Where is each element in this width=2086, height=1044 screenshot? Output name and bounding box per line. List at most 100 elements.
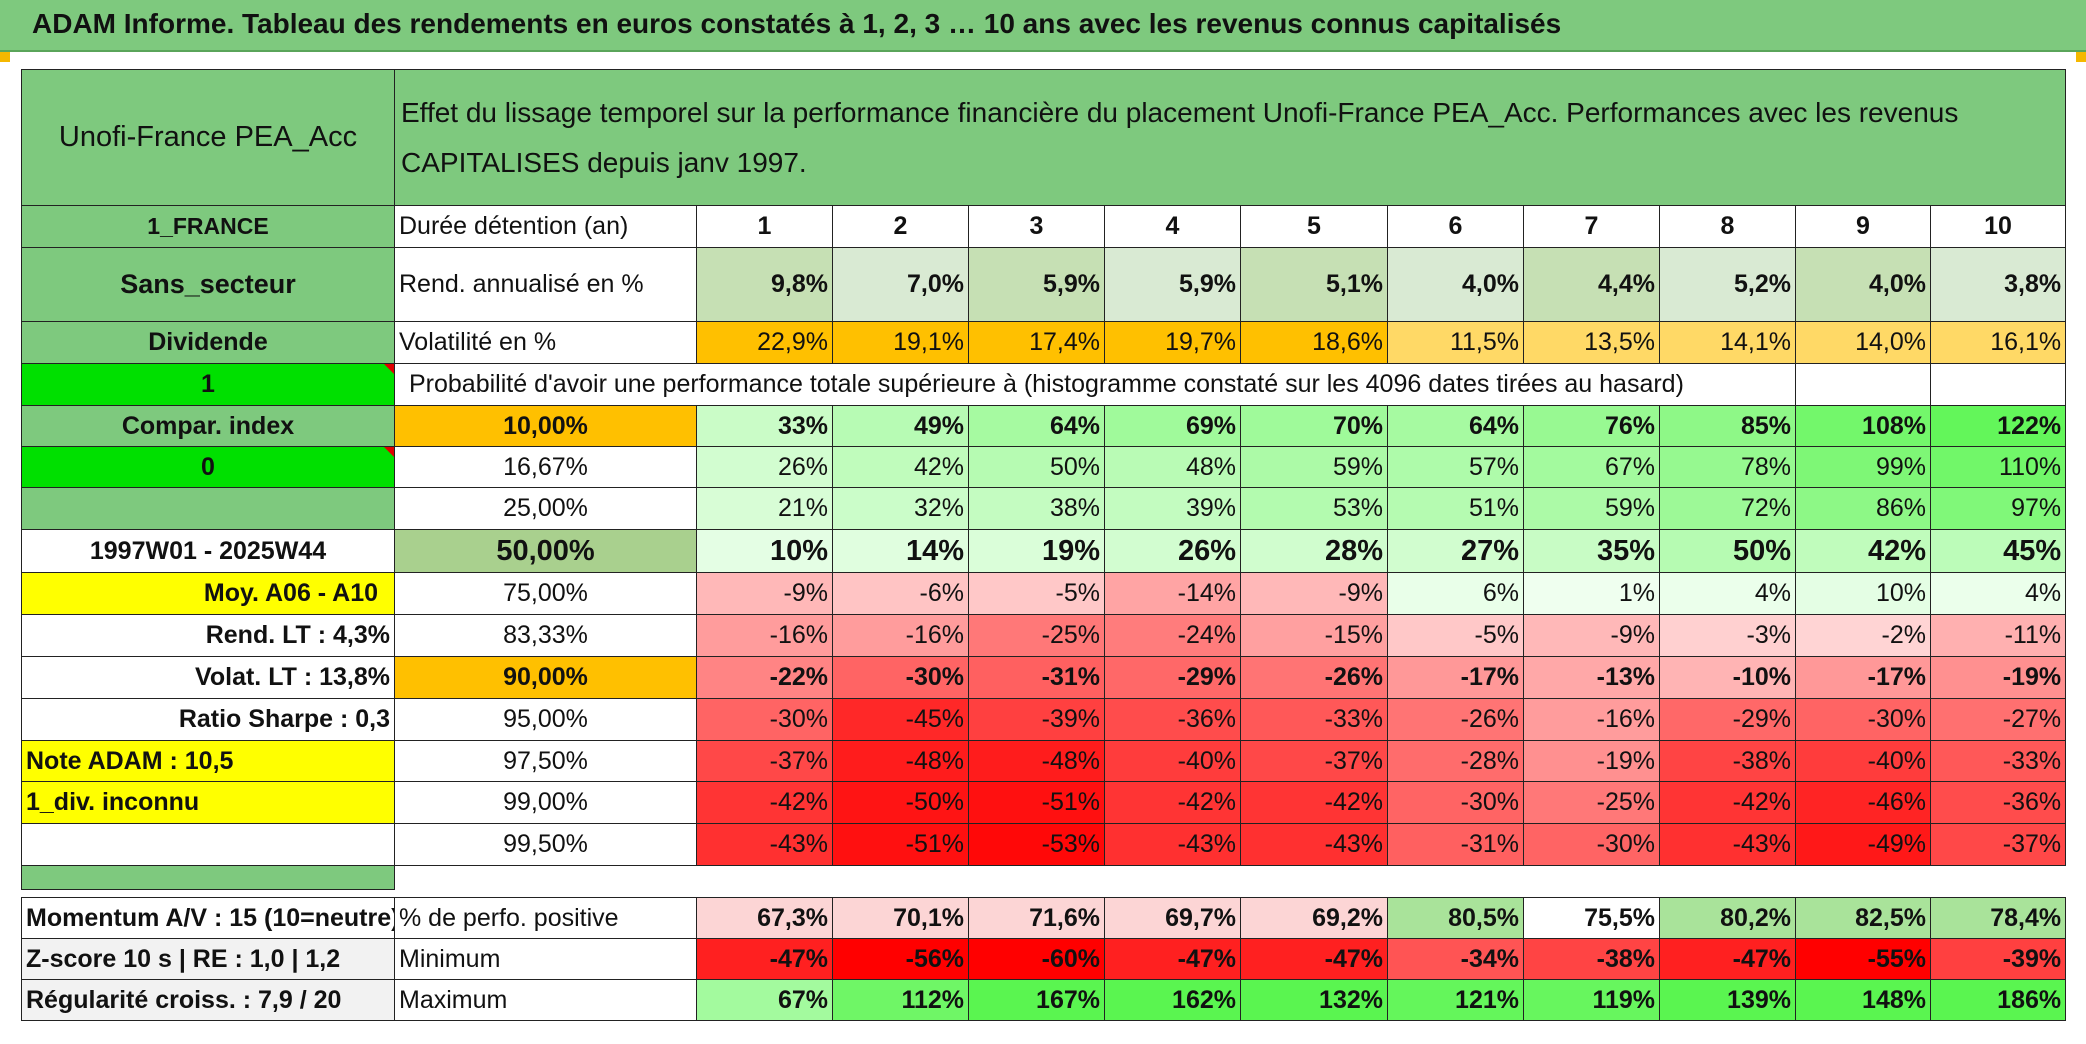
- spacer-cell: [394, 865, 2066, 890]
- rend-value: 4,0%: [1795, 247, 1931, 322]
- percentile-label: 99,50%: [394, 823, 697, 866]
- maximum-value: 162%: [1104, 979, 1241, 1021]
- percentile-value: -38%: [1659, 740, 1796, 782]
- percentile-value: 108%: [1795, 405, 1931, 447]
- percentile-value: -48%: [832, 740, 969, 782]
- perf-pos-value: 69,7%: [1104, 897, 1241, 939]
- row-perf-pos: Momentum A/V : 15 (10=neutre) % de perfo…: [21, 897, 2067, 939]
- percentile-value: -43%: [1659, 823, 1796, 866]
- rend-value: 5,9%: [968, 247, 1105, 322]
- perf-pos-value: 78,4%: [1929, 897, 2067, 939]
- percentile-value: -24%: [1104, 614, 1241, 657]
- percentile-value: -45%: [832, 698, 969, 741]
- percentile-value: 39%: [1104, 487, 1241, 530]
- row-p0: Compar. index 10,00% 33% 49% 64% 69% 70% 64% 76…: [21, 405, 2067, 447]
- year-header: 4: [1104, 205, 1241, 248]
- percentile-value: -37%: [696, 740, 833, 782]
- note-cell: Note ADAM : 10,5: [21, 740, 395, 782]
- minimum-value: -47%: [1240, 938, 1388, 980]
- percentile-value: 50%: [968, 446, 1105, 488]
- percentile-value: -48%: [968, 740, 1105, 782]
- zone-cell: 1_FRANCE: [21, 205, 395, 248]
- table-body: Unofi-France PEA_Acc Effet du lissage te…: [21, 69, 2067, 1021]
- empty-green-cell: [21, 487, 395, 530]
- row-min: Z-score 10 s | RE : 1,0 | 1,2 Minimum -4…: [21, 938, 2067, 980]
- percentile-value: -19%: [1929, 656, 2067, 699]
- perf-pos-value: 67,3%: [696, 897, 833, 939]
- rend-value: 5,1%: [1240, 247, 1388, 322]
- percentile-value: -10%: [1659, 656, 1796, 699]
- percentile-value: -25%: [1523, 781, 1660, 824]
- percentile-value: -50%: [832, 781, 969, 824]
- percentile-value: -5%: [1387, 614, 1524, 657]
- spacer-row: [21, 889, 2066, 898]
- percentile-value: -19%: [1523, 740, 1660, 782]
- rend-value: 3,8%: [1929, 247, 2067, 322]
- minimum-value: -47%: [1659, 938, 1796, 980]
- percentile-value: 78%: [1659, 446, 1796, 488]
- percentile-value: -15%: [1240, 614, 1388, 657]
- year-header: 2: [832, 205, 969, 248]
- percentile-value: -16%: [696, 614, 833, 657]
- row-rend: Sans_secteur Rend. annualisé en % 9,8% 7,…: [21, 247, 2067, 322]
- performance-table: Unofi-France PEA_Acc Effet du lissage te…: [21, 69, 2067, 1021]
- volat-value: 11,5%: [1387, 321, 1524, 364]
- volat-label: Volatilité en %: [394, 321, 697, 364]
- spacer-green-cell: [21, 865, 395, 890]
- row-p1: 0 16,67% 26% 42% 50% 48% 59% 57% 67% 78% 99% 110%: [21, 446, 2067, 488]
- percentile-label: 75,00%: [394, 572, 697, 615]
- percentile-label: 95,00%: [394, 698, 697, 741]
- percentile-value: 64%: [1387, 405, 1524, 447]
- percentile-value: -53%: [968, 823, 1105, 866]
- compar-cell: Compar. index: [21, 405, 395, 447]
- percentile-value: 19%: [968, 529, 1105, 573]
- percentile-value: 4%: [1659, 572, 1796, 615]
- year-header: 9: [1795, 205, 1931, 248]
- maximum-value: 148%: [1795, 979, 1931, 1021]
- perf-pos-value: 80,2%: [1659, 897, 1796, 939]
- percentile-value: -26%: [1387, 698, 1524, 741]
- empty-cell: [1795, 363, 1931, 406]
- percentile-value: 99%: [1795, 446, 1931, 488]
- row-max: Régularité croiss. : 7,9 / 20 Maximum 67…: [21, 979, 2067, 1021]
- percentile-value: -30%: [1795, 698, 1931, 741]
- year-header: 1: [696, 205, 833, 248]
- percentile-value: 85%: [1659, 405, 1796, 447]
- fund-name-cell: Unofi-France PEA_Acc: [21, 69, 395, 206]
- rend-value: 5,2%: [1659, 247, 1796, 322]
- rend-label: Rend. annualisé en %: [394, 247, 697, 322]
- zscore-cell: Z-score 10 s | RE : 1,0 | 1,2: [21, 938, 395, 980]
- percentile-value: -42%: [1659, 781, 1796, 824]
- percentile-value: -17%: [1387, 656, 1524, 699]
- duree-label: Durée détention (an): [394, 205, 697, 248]
- regularite-cell: Régularité croiss. : 7,9 / 20: [21, 979, 395, 1021]
- perf-pos-value: 82,5%: [1795, 897, 1931, 939]
- empty-cell: [21, 823, 395, 866]
- minimum-value: -47%: [696, 938, 833, 980]
- percentile-value: -42%: [696, 781, 833, 824]
- corner-marker: [0, 52, 10, 62]
- maximum-value: 112%: [832, 979, 969, 1021]
- percentile-value: 1%: [1523, 572, 1660, 615]
- volat-value: 14,0%: [1795, 321, 1931, 364]
- year-header: 5: [1240, 205, 1388, 248]
- percentile-value: -42%: [1240, 781, 1388, 824]
- percentile-value: 10%: [696, 529, 833, 573]
- maximum-value: 167%: [968, 979, 1105, 1021]
- title-bar: ADAM Informe. Tableau des rendements en …: [0, 0, 2086, 52]
- percentile-value: -28%: [1387, 740, 1524, 782]
- description-cell: Effet du lissage temporel sur la perform…: [393, 69, 2067, 206]
- row-volat: Dividende Volatilité en % 22,9% 19,1% 17,4…: [21, 321, 2067, 364]
- percentile-value: -30%: [832, 656, 969, 699]
- volat-lt-cell: Volat. LT : 13,8%: [21, 656, 395, 699]
- percentile-value: 42%: [832, 446, 969, 488]
- year-header: 3: [968, 205, 1105, 248]
- volat-value: 13,5%: [1523, 321, 1660, 364]
- percentile-value: -40%: [1795, 740, 1931, 782]
- percentile-value: -14%: [1104, 572, 1241, 615]
- percentile-value: -5%: [968, 572, 1105, 615]
- percentile-label: 90,00%: [394, 656, 697, 699]
- percentile-label: 99,00%: [394, 781, 697, 824]
- percentile-value: -9%: [1523, 614, 1660, 657]
- maximum-value: 67%: [696, 979, 833, 1021]
